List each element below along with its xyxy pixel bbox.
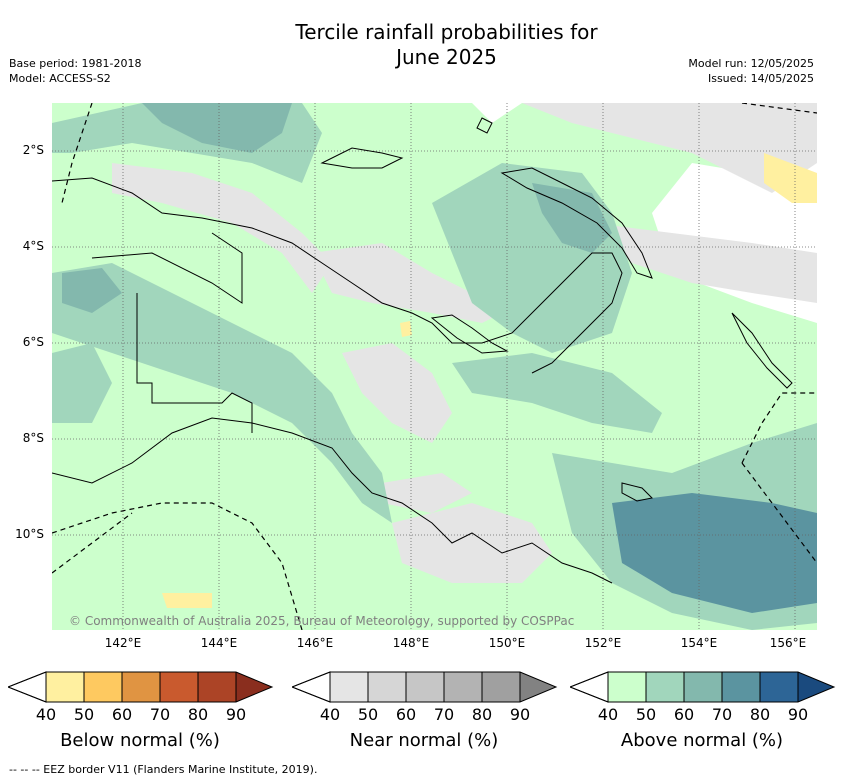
map-title: Tercile rainfall probabilities for June … — [0, 20, 850, 70]
colorbar-near-swatch-4 — [482, 672, 520, 702]
lat-label-6s: 6°S — [22, 335, 44, 349]
borders — [91, 232, 253, 433]
copyright-notice: © Commonwealth of Australia 2025, Bureau… — [69, 614, 575, 628]
colorbar-above-normal — [570, 671, 836, 703]
colorbar-below-swatch-2 — [122, 672, 160, 702]
colorbar-near-swatch-2 — [406, 672, 444, 702]
colorbar-below-min-arrow — [8, 671, 47, 703]
lon-label-156e: 156°E — [769, 636, 807, 650]
lon-label-142e: 142°E — [104, 636, 142, 650]
below-tick-50: 50 — [73, 705, 95, 724]
colorbar-above-swatch-0 — [608, 672, 646, 702]
near-tick-90: 90 — [509, 705, 531, 724]
near-tick-70: 70 — [433, 705, 455, 724]
near-normal-regions — [112, 103, 817, 583]
colorbar-above-swatch-2 — [684, 672, 722, 702]
colorbar-above-swatch-3 — [722, 672, 760, 702]
meta-left: Base period: 1981-2018 Model: ACCESS-S2 — [9, 56, 141, 86]
colorbar-above-min-arrow — [570, 671, 609, 703]
below-40-regions — [162, 153, 817, 608]
below-tick-90: 90 — [225, 705, 247, 724]
above-normal-label: Above normal (%) — [620, 730, 784, 751]
base-period: Base period: 1981-2018 — [9, 57, 142, 70]
map-gridlines — [52, 103, 817, 630]
colorbar-near-swatch-0 — [330, 672, 368, 702]
lat-label-4s: 4°S — [22, 239, 44, 253]
colorbar-near-min-arrow — [292, 671, 331, 703]
lat-label-2s: 2°S — [22, 143, 44, 157]
below-tick-80: 80 — [187, 705, 209, 724]
colorbar-above-swatch-4 — [760, 672, 798, 702]
above-tick-50: 50 — [635, 705, 657, 724]
colorbar-below-swatch-4 — [198, 672, 236, 702]
colorbar-below-max-arrow — [236, 672, 272, 702]
title-line-2: June 2025 — [396, 45, 497, 69]
rainfall-map — [52, 103, 817, 630]
coastlines — [52, 117, 793, 584]
near-tick-60: 60 — [395, 705, 417, 724]
colorbar-near-swatch-1 — [368, 672, 406, 702]
colorbar-near-normal — [292, 671, 558, 703]
above-tick-90: 90 — [787, 705, 809, 724]
colorbar-near-max-arrow — [520, 672, 556, 702]
lon-label-146e: 146°E — [296, 636, 334, 650]
below-normal-label: Below normal (%) — [60, 730, 220, 751]
near-tick-50: 50 — [357, 705, 379, 724]
below-tick-60: 60 — [111, 705, 133, 724]
colorbar-below-swatch-1 — [84, 672, 122, 702]
below-tick-40: 40 — [35, 705, 57, 724]
above-tick-70: 70 — [711, 705, 733, 724]
below-tick-70: 70 — [149, 705, 171, 724]
lon-label-148e: 148°E — [392, 636, 430, 650]
above-tick-80: 80 — [749, 705, 771, 724]
colorbar-below-swatch-0 — [46, 672, 84, 702]
meta-right: Model run: 12/05/2025 Issued: 14/05/2025 — [688, 56, 814, 86]
lon-label-154e: 154°E — [680, 636, 718, 650]
near-normal-label: Near normal (%) — [349, 730, 499, 751]
colorbar-below-normal — [8, 671, 274, 703]
model-run: Model run: 12/05/2025 — [688, 57, 814, 70]
lat-label-10s: 10°S — [15, 527, 44, 541]
colorbar-near-swatch-3 — [444, 672, 482, 702]
eez-footer-note: -- -- -- EEZ border V11 (Flanders Marine… — [9, 763, 318, 776]
above-tick-60: 60 — [673, 705, 695, 724]
above-60-regions — [62, 103, 612, 313]
above-70-regions — [612, 493, 817, 613]
colorbar-above-max-arrow — [798, 672, 834, 702]
lon-label-150e: 150°E — [488, 636, 526, 650]
colorbar-below-swatch-3 — [160, 672, 198, 702]
lon-label-152e: 152°E — [584, 636, 622, 650]
model-name: Model: ACCESS-S2 — [9, 72, 111, 85]
near-tick-40: 40 — [319, 705, 341, 724]
lat-label-8s: 8°S — [22, 431, 44, 445]
eez-borders — [52, 103, 817, 630]
colorbar-above-swatch-1 — [646, 672, 684, 702]
near-tick-80: 80 — [471, 705, 493, 724]
issued-date: Issued: 14/05/2025 — [707, 72, 814, 85]
above-tick-40: 40 — [597, 705, 619, 724]
title-line-1: Tercile rainfall probabilities for — [295, 20, 598, 44]
lon-label-144e: 144°E — [200, 636, 238, 650]
